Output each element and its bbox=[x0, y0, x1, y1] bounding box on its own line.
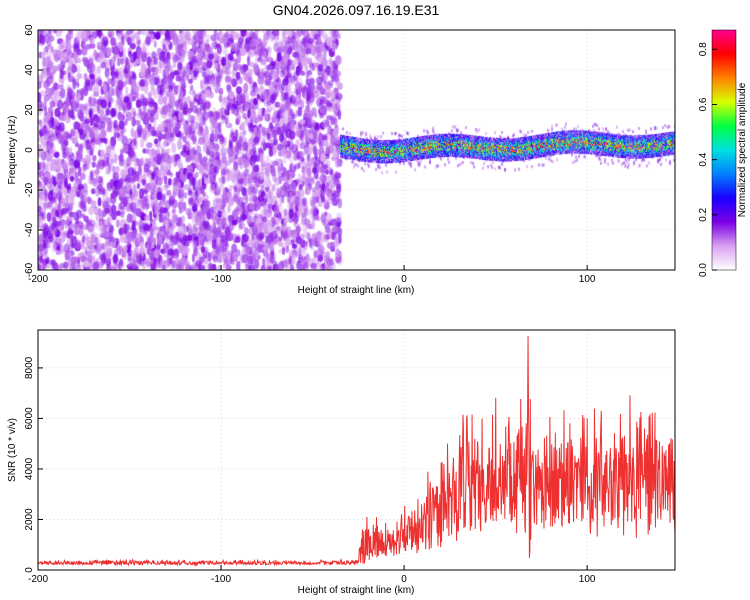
spectrogram-y-tick-label: -60 bbox=[24, 262, 35, 277]
colorbar-label: Normalized spectral amplitude bbox=[737, 82, 748, 217]
colorbar-tick-label: 0.6 bbox=[698, 97, 709, 111]
snr-frame bbox=[37, 329, 676, 571]
spectrogram-x-tick-label: 0 bbox=[401, 274, 407, 285]
colorbar-tick-label: 0.0 bbox=[698, 263, 709, 277]
snr-y-tick-label: 4000 bbox=[24, 457, 35, 480]
snr-line bbox=[37, 336, 676, 567]
spectrogram-heatmap bbox=[38, 30, 675, 270]
snr-x-tick-label: -200 bbox=[28, 574, 48, 585]
spectrogram-y-tick-label: 20 bbox=[24, 104, 35, 116]
spectrogram-y-tick-label: 60 bbox=[24, 24, 35, 36]
spectrogram-y-label: Frequency (Hz) bbox=[7, 116, 18, 185]
figure-title: GN04.2026.097.16.19.E31 bbox=[273, 2, 440, 18]
spectrogram-x-tick-label: -200 bbox=[28, 274, 48, 285]
colorbar-tick-label: 0.8 bbox=[698, 42, 709, 56]
colorbar-tick-label: 0.2 bbox=[698, 207, 709, 221]
spectrogram-y-tick-label: 40 bbox=[24, 64, 35, 76]
colorbar-ticks: 0.0 0.2 0.4 0.6 0.8 bbox=[698, 42, 717, 277]
spectrogram-x-label: Height of straight line (km) bbox=[298, 285, 415, 296]
colorbar: 0.0 0.2 0.4 0.6 0.8 Normalized spectral ampl… bbox=[698, 29, 748, 277]
colorbar-gradient bbox=[711, 29, 737, 271]
spectrogram-y-tick-label: -20 bbox=[24, 182, 35, 197]
snr-y-tick-label: 2000 bbox=[24, 508, 35, 531]
snr-y-tick-label: 8000 bbox=[24, 356, 35, 379]
spectrogram-x-tick-label: 100 bbox=[579, 274, 596, 285]
snr-x-tick-label: -100 bbox=[211, 574, 231, 585]
spectrogram-y-tick-label: 0 bbox=[24, 147, 35, 153]
colorbar-tick-label: 0.4 bbox=[698, 152, 709, 166]
snr-background bbox=[38, 330, 675, 570]
snr-y-tick-label: 6000 bbox=[24, 407, 35, 430]
snr-x-label: Height of straight line (km) bbox=[298, 585, 415, 596]
snr-x-tick-label: 100 bbox=[579, 574, 596, 585]
snr-y-tick-label: 0 bbox=[24, 567, 35, 573]
snr-x-tick-label: 0 bbox=[401, 574, 407, 585]
snr-y-label: SNR (10 * v/v) bbox=[7, 418, 18, 482]
spectrogram-x-tick-label: -100 bbox=[211, 274, 231, 285]
spectrogram-y-tick-label: -40 bbox=[24, 222, 35, 237]
